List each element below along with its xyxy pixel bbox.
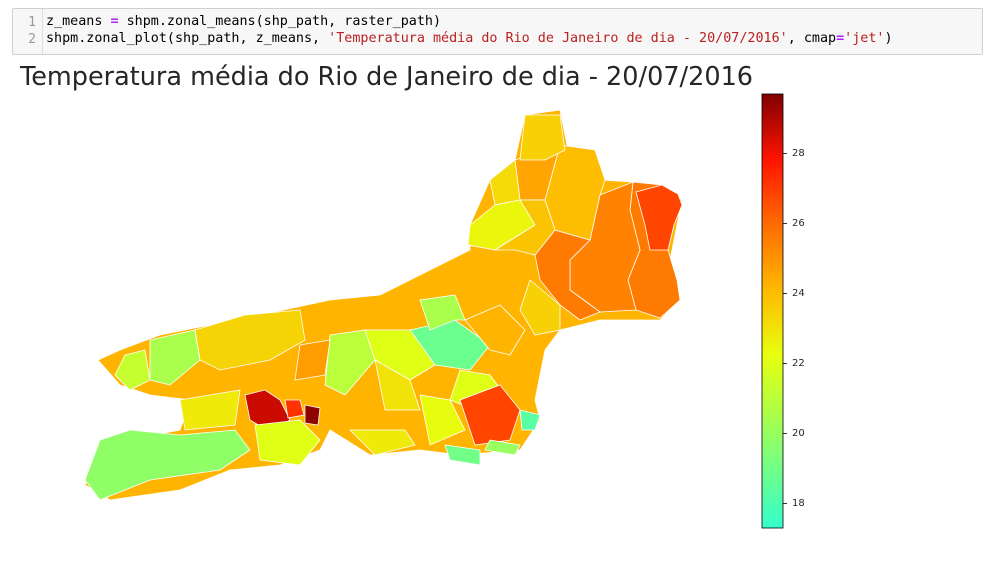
municipality-region	[519, 114, 566, 161]
colorbar-gradient	[761, 93, 784, 529]
municipality-region	[349, 429, 416, 456]
colorbar	[761, 93, 787, 529]
municipality-region	[149, 329, 201, 386]
municipality-region	[84, 429, 251, 501]
code-operator: =	[836, 31, 845, 46]
municipality-region	[304, 404, 321, 426]
municipality-region	[419, 294, 466, 331]
municipality-region	[484, 439, 521, 456]
municipality-region	[194, 309, 306, 371]
municipality-region	[489, 159, 521, 206]
code-operator: =	[110, 14, 119, 29]
line-number-gutter: 1 2	[13, 9, 43, 54]
municipality-region	[114, 349, 151, 391]
municipality-region	[364, 329, 436, 381]
municipality-region	[374, 359, 421, 411]
code-token: z_means	[46, 14, 111, 29]
code-cell[interactable]: 1 2 z_means = shpm.zonal_means(shp_path,…	[12, 8, 983, 55]
municipality-region	[493, 199, 556, 256]
code-line-1[interactable]: z_means = shpm.zonal_means(shp_path, ras…	[46, 14, 441, 29]
code-token: )	[884, 31, 893, 46]
municipality-region	[284, 399, 305, 419]
code-token: shpm.zonal_plot(shp_path, z_means,	[46, 31, 329, 46]
colorbar-tick-label: 24	[792, 287, 805, 299]
municipality-region	[459, 384, 521, 446]
colorbar-tick-label: 20	[792, 427, 805, 439]
municipality-region	[464, 304, 526, 356]
municipality-region	[519, 279, 561, 336]
colorbar-tick-label: 22	[792, 357, 805, 369]
code-token: shpm.zonal_means(shp_path, raster_path)	[118, 14, 442, 29]
municipality-region	[519, 409, 541, 431]
municipality-region	[244, 389, 291, 433]
municipality-region	[294, 339, 331, 381]
municipality-region	[444, 444, 481, 466]
municipality-region	[179, 389, 241, 431]
code-string: 'jet'	[844, 31, 885, 46]
map-regions	[84, 109, 683, 501]
municipality-region	[635, 184, 683, 251]
line-number: 1	[28, 15, 36, 30]
code-string: 'Temperatura média do Rio de Janeiro de …	[328, 31, 788, 46]
code-line-2[interactable]: shpm.zonal_plot(shp_path, z_means, 'Temp…	[46, 31, 893, 46]
line-number: 2	[28, 32, 36, 47]
municipality-region	[324, 329, 376, 396]
colorbar-tick-label: 28	[792, 147, 805, 159]
colorbar-tick-label: 18	[792, 497, 805, 509]
municipality-region	[534, 229, 601, 321]
code-token: , cmap	[787, 31, 837, 46]
municipality-region	[419, 394, 466, 446]
colorbar-tick-label: 26	[792, 217, 805, 229]
municipality-region	[254, 419, 321, 466]
plot-title: Temperatura média do Rio de Janeiro de d…	[20, 62, 754, 92]
